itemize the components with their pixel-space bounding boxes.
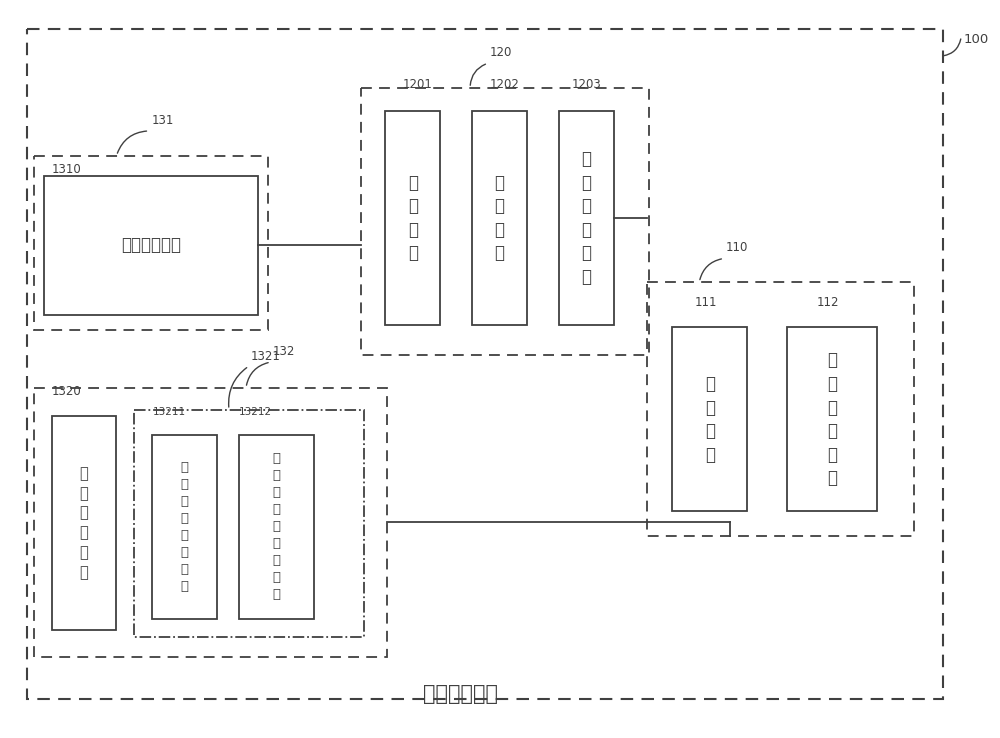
Text: 生
理
信
号
检
测
子
单
元: 生 理 信 号 检 测 子 单 元 — [272, 452, 280, 601]
Text: 132: 132 — [273, 345, 295, 358]
Bar — [787, 327, 877, 511]
Bar — [672, 327, 747, 511]
Bar — [647, 283, 914, 537]
Text: 120: 120 — [490, 46, 512, 59]
Text: 直
接
内
存
访
问
单
元: 直 接 内 存 访 问 单 元 — [181, 461, 189, 593]
Bar — [152, 435, 217, 619]
Text: 13211: 13211 — [152, 407, 185, 417]
Text: 111: 111 — [695, 296, 717, 309]
Text: 清
洗
模
块: 清 洗 模 块 — [408, 173, 418, 263]
Text: 1310: 1310 — [52, 163, 81, 176]
Bar — [34, 388, 387, 657]
Text: 1202: 1202 — [490, 78, 519, 91]
Text: 情绪识别设备: 情绪识别设备 — [423, 684, 498, 704]
Text: 131: 131 — [151, 114, 174, 127]
Text: 1201: 1201 — [403, 78, 433, 91]
Text: 状
态
识
别
模
块: 状 态 识 别 模 块 — [827, 351, 837, 487]
Bar — [34, 156, 268, 330]
Text: 音频采集单元: 音频采集单元 — [121, 236, 181, 255]
Text: 检
测
模
块: 检 测 模 块 — [495, 173, 505, 263]
Bar — [44, 176, 258, 315]
Text: 1203: 1203 — [571, 78, 601, 91]
Text: 1320: 1320 — [52, 385, 81, 398]
Text: 100: 100 — [963, 33, 988, 46]
Bar — [134, 410, 364, 637]
Bar — [559, 111, 614, 325]
Text: 13212: 13212 — [239, 407, 272, 417]
Text: 存
储
模
块: 存 储 模 块 — [705, 375, 715, 463]
Bar — [385, 111, 440, 325]
Bar — [361, 88, 649, 355]
Text: 112: 112 — [817, 296, 839, 309]
Bar — [52, 415, 116, 630]
Text: 音
频
处
理
模
块: 音 频 处 理 模 块 — [581, 150, 591, 286]
Text: 110: 110 — [726, 241, 749, 255]
Text: 1321: 1321 — [251, 350, 281, 363]
Bar — [472, 111, 527, 325]
Bar — [239, 435, 314, 619]
Text: 生
理
采
集
单
元: 生 理 采 集 单 元 — [80, 466, 88, 580]
